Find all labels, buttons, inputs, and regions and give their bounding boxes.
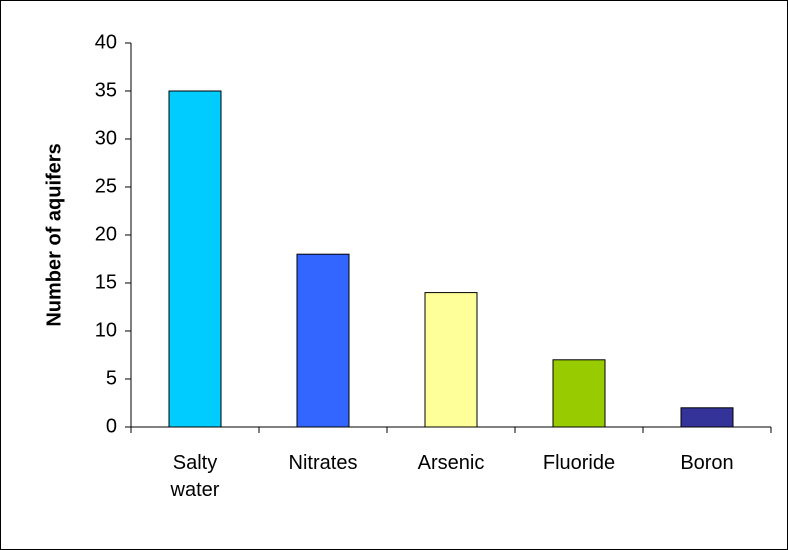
x-tick-label: Boron (680, 452, 734, 474)
y-tick-label: 40 (95, 31, 117, 53)
x-tick-label: Nitrates (288, 452, 358, 474)
y-tick-label: 30 (95, 127, 117, 149)
bar (168, 90, 222, 428)
y-tick-label: 35 (95, 79, 117, 101)
bar (296, 253, 350, 428)
y-tick-label: 0 (106, 415, 117, 437)
bar (680, 407, 734, 428)
x-tick-label: Fluoride (542, 452, 616, 474)
y-tick-label: 10 (95, 319, 117, 341)
y-tick-label: 5 (106, 367, 117, 389)
bar (552, 359, 606, 428)
y-tick-label: 25 (95, 175, 117, 197)
x-tick-label: Salty water (170, 452, 220, 501)
y-tick-label: 20 (95, 223, 117, 245)
bar (424, 292, 478, 428)
y-axis-label: Number of aquifers (43, 143, 65, 326)
y-tick-label: 15 (95, 271, 117, 293)
x-tick-label: Arsenic (417, 452, 485, 474)
